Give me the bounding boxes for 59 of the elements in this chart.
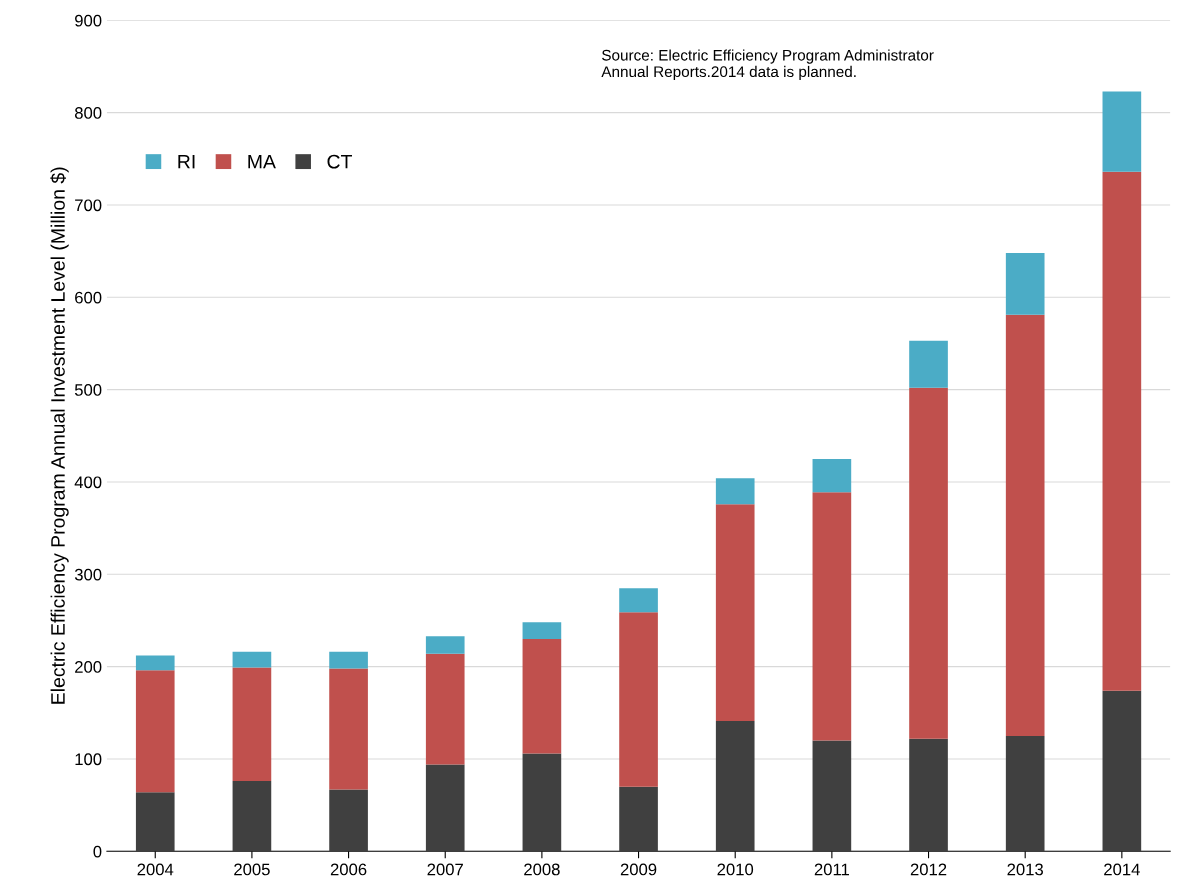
y-tick-label: 100 <box>75 753 102 766</box>
bar <box>812 740 852 852</box>
bar <box>329 789 368 852</box>
bar <box>522 622 562 639</box>
y-tick-label: 600 <box>75 291 102 304</box>
y-tick-label: 800 <box>74 107 102 119</box>
bar <box>715 721 755 852</box>
bar <box>1005 314 1045 736</box>
x-tick-label: 2012 <box>910 863 947 876</box>
bar <box>329 668 368 790</box>
x-tick-label: 2009 <box>620 863 657 876</box>
y-tick-label: 900 <box>75 14 102 27</box>
legend-label: CT <box>327 154 352 169</box>
y-tick-label: 400 <box>74 476 102 489</box>
x-tick-label: 2014 <box>1104 863 1140 876</box>
annotation: Source: Electric Efficiency Program Administrator Annual Reports.2014 data is planned. <box>601 49 934 81</box>
x-tick-label: 2010 <box>717 863 754 876</box>
x-tick-label: 2013 <box>1007 863 1043 876</box>
bar <box>812 492 852 741</box>
bar <box>1102 171 1142 691</box>
bar <box>232 781 272 852</box>
x-tick-label: 2005 <box>234 863 270 876</box>
bar <box>619 786 658 852</box>
bar <box>329 651 368 669</box>
y-tick-label: 500 <box>74 384 102 396</box>
y-tick-label: 200 <box>75 661 102 673</box>
bar <box>1102 690 1142 852</box>
bar <box>232 667 272 782</box>
bar <box>909 738 948 852</box>
y-tick-label: 700 <box>75 199 102 212</box>
bar <box>135 670 175 793</box>
bar <box>715 478 755 505</box>
bar <box>135 792 175 852</box>
x-tick-label: 2011 <box>814 863 849 876</box>
x-tick-label: 2006 <box>330 863 367 876</box>
bar <box>425 636 465 654</box>
legend-label: RI <box>178 154 195 169</box>
bar <box>425 653 465 765</box>
y-axis-title: Electric Efficiency Program Annual Investment Level (Million $) <box>50 167 69 704</box>
y-tick-label: 0 <box>93 845 102 858</box>
y-tick-label: 300 <box>74 568 102 581</box>
bar <box>232 651 272 668</box>
bar <box>909 340 948 388</box>
x-tick-label: 2007 <box>427 863 463 876</box>
x-tick-label: 2004 <box>137 863 174 876</box>
bar <box>425 764 465 852</box>
bar <box>715 504 755 722</box>
bar <box>1005 253 1045 315</box>
bar <box>812 458 852 493</box>
bar <box>1005 735 1045 852</box>
bar <box>522 753 562 852</box>
bar <box>619 588 658 613</box>
bar <box>135 655 175 671</box>
x-tick-label: 2008 <box>524 863 560 876</box>
legend-label: MA <box>248 154 276 169</box>
bar <box>619 612 658 787</box>
bar <box>1102 91 1142 172</box>
bar <box>909 387 948 739</box>
bar <box>522 638 562 754</box>
